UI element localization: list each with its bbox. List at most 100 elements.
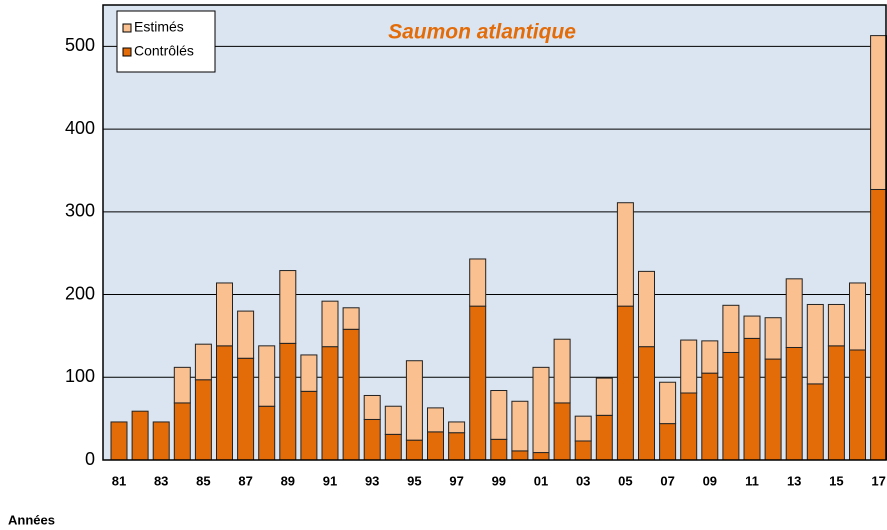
bar-segment <box>870 35 887 190</box>
bar-segment <box>743 337 761 461</box>
bar-segment <box>722 351 740 461</box>
bar-segment <box>405 360 423 441</box>
bar-segment <box>553 402 571 461</box>
bar-segment <box>448 432 466 461</box>
bar-segment <box>237 310 255 359</box>
plot-frame <box>102 4 887 461</box>
legend: Estimés Contrôlés <box>116 10 216 73</box>
x-tick-label: 91 <box>323 473 337 488</box>
bar-segment <box>574 415 592 442</box>
bar-segment <box>152 421 170 461</box>
bar-segment <box>616 202 634 307</box>
bar-segment <box>469 305 487 461</box>
x-tick-label: 85 <box>196 473 210 488</box>
x-tick-label: 97 <box>449 473 463 488</box>
bar-segment <box>194 379 212 461</box>
bar-segment <box>806 383 824 461</box>
bar-segment <box>363 394 381 420</box>
bar-segment <box>279 342 297 461</box>
bar-segment <box>342 307 360 330</box>
legend-label: Estimés <box>134 19 184 35</box>
bar-segment <box>659 381 677 425</box>
x-tick-label: 07 <box>660 473 674 488</box>
x-tick-label: 11 <box>745 473 759 488</box>
x-tick-label: 81 <box>112 473 126 488</box>
bar-segment <box>279 270 297 344</box>
y-tick-label: 200 <box>65 283 95 303</box>
bar-segment <box>595 377 613 416</box>
bar-segment <box>194 343 212 381</box>
bar-segment <box>743 315 761 339</box>
bar-segment <box>300 390 318 461</box>
bar-segment <box>216 282 233 347</box>
x-tick-label: 01 <box>534 473 548 488</box>
x-tick-label: 13 <box>787 473 801 488</box>
bar-segment <box>764 358 782 461</box>
bar-segment <box>532 452 550 461</box>
bar-segment <box>849 282 866 351</box>
legend-box <box>116 10 216 73</box>
y-tick-label: 400 <box>65 118 95 138</box>
bar-segment <box>511 400 529 452</box>
x-tick-label: 05 <box>618 473 632 488</box>
bar-segment <box>258 405 276 461</box>
bar-segment <box>722 304 740 353</box>
x-tick-label: 93 <box>365 473 379 488</box>
x-tick-label: 89 <box>281 473 295 488</box>
bar-segment <box>638 346 655 461</box>
x-tick-label: 95 <box>407 473 421 488</box>
y-tick-label: 500 <box>65 35 95 55</box>
x-axis-label: Années <box>8 512 55 527</box>
bar-segment <box>427 431 444 461</box>
y-tick-label: 0 <box>85 449 95 469</box>
bar-segment <box>785 346 803 461</box>
bar-segment <box>574 440 592 461</box>
bar-segment <box>237 357 255 461</box>
bar-segment <box>870 188 887 461</box>
bar-segment <box>110 421 128 461</box>
bar-segment <box>448 421 466 434</box>
bar-segment <box>258 345 276 407</box>
bar-segment <box>764 317 782 360</box>
bar-segment <box>553 338 571 404</box>
x-tick-label: 99 <box>492 473 506 488</box>
bar-segment <box>173 402 191 461</box>
bar-segment <box>490 438 508 461</box>
chart-title: Saumon atlantique <box>388 21 576 44</box>
bar-segment <box>363 418 381 461</box>
bar-segment <box>680 392 698 461</box>
bar-segment <box>701 340 719 374</box>
bar-segment <box>785 278 803 348</box>
x-tick-label: 03 <box>576 473 590 488</box>
bar-segment <box>384 405 402 435</box>
bar-segment <box>216 345 233 461</box>
bar-segment <box>321 300 339 348</box>
bar-segment <box>595 414 613 461</box>
bar-segment <box>532 366 550 454</box>
legend-swatch <box>122 47 132 57</box>
x-tick-label: 09 <box>703 473 717 488</box>
bar-segment <box>806 303 824 385</box>
bar-segment <box>490 390 508 440</box>
bar-segment <box>701 372 719 461</box>
legend-label: Contrôlés <box>134 43 194 59</box>
bar-segment <box>849 349 866 461</box>
bar-segment <box>616 305 634 461</box>
bar-segment <box>827 303 845 347</box>
bar-segment <box>469 258 487 307</box>
x-tick-label: 17 <box>871 473 885 488</box>
y-tick-label: 300 <box>65 201 95 221</box>
y-tick-label: 100 <box>65 366 95 386</box>
bar-segment <box>405 439 423 461</box>
bar-segment <box>173 366 191 404</box>
x-tick-label: 87 <box>238 473 252 488</box>
bar-segment <box>827 345 845 461</box>
bar-segment <box>131 410 149 461</box>
bar-segment <box>300 354 318 392</box>
bar-segment <box>342 328 360 461</box>
bar-segment <box>511 450 529 461</box>
bar-segment <box>638 270 655 348</box>
bar-segment <box>659 423 677 461</box>
bar-segment <box>321 346 339 461</box>
